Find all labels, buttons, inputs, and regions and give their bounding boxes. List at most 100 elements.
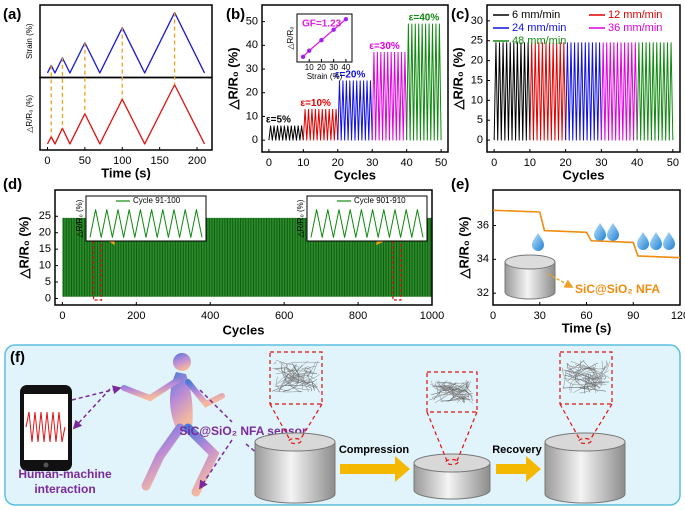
fiber [586, 382, 605, 389]
data-line [46, 84, 206, 145]
compression-arrow [340, 456, 410, 482]
y-axis-label: △R/R₀ (%) [296, 199, 305, 237]
y-tick-label: 36 [477, 219, 489, 231]
fiber [446, 386, 470, 396]
inset-point [300, 54, 306, 59]
fiber [272, 359, 289, 369]
panel-label: (d) [3, 176, 22, 193]
fiber [435, 381, 451, 392]
x-axis-label: Time (s) [101, 165, 151, 180]
fiber [582, 360, 597, 380]
legend-label: 36 mm/min [608, 22, 662, 34]
fiber [308, 360, 319, 384]
y-axis-label: △R/R₀ (%) [456, 216, 471, 279]
x-tick-label: 20 [332, 157, 344, 169]
strain-label: ε=20% [335, 70, 366, 81]
x-tick-label: 120 [671, 310, 685, 322]
x-tick-label: 30 [366, 157, 378, 169]
data-line [371, 51, 408, 141]
x-tick-label: 0 [266, 157, 272, 169]
fiber [447, 380, 469, 403]
x-tick-label: 90 [627, 310, 639, 322]
fiber [277, 373, 297, 392]
fiber [566, 372, 580, 384]
compression-label: Compression [339, 444, 410, 456]
fiber [587, 373, 591, 383]
y-axis-label: Strain (%) [25, 23, 34, 59]
plot-frame [261, 4, 449, 153]
fiber [582, 368, 596, 371]
fiber [283, 362, 300, 392]
fiber [584, 374, 596, 394]
fiber [280, 362, 292, 383]
y-axis-label: △R/R₀ (%) [225, 47, 240, 110]
fiber [442, 385, 462, 399]
y-tick-label: 25 [39, 210, 51, 222]
fiber [579, 360, 582, 372]
cylinder-left [254, 432, 336, 504]
fiber [273, 361, 277, 365]
cylinder-side [413, 462, 491, 500]
cylinder-top [504, 254, 556, 270]
zoom-box [392, 216, 402, 301]
fiber [569, 368, 584, 377]
data-line [337, 80, 373, 141]
fiber [570, 363, 596, 369]
y-tick-label: 0 [45, 292, 51, 304]
cylinder-top [544, 432, 626, 452]
fiber [567, 362, 599, 382]
cylinder-top [413, 453, 491, 473]
fiber [274, 368, 300, 378]
y-axis-label: △R/R₀ (%) [450, 47, 465, 110]
data-line [406, 23, 442, 141]
fiber [579, 373, 604, 394]
fiber [281, 370, 311, 384]
x-tick-label: 200 [127, 310, 145, 322]
y-tick-label: 0 [477, 134, 483, 146]
fiber [570, 377, 605, 393]
fiber [287, 367, 307, 379]
panel-label: (e) [451, 176, 469, 193]
phone-button [43, 462, 49, 468]
fiber [279, 363, 297, 392]
y-tick-label: 20 [39, 227, 51, 239]
y-tick-label: 40 [246, 39, 258, 51]
runner-arm [121, 377, 181, 402]
fiber [562, 369, 596, 382]
runner-arm [185, 379, 225, 408]
fiber [285, 361, 320, 371]
fiber [302, 379, 317, 387]
fiber [452, 388, 455, 399]
x-tick-label: 150 [150, 155, 168, 167]
y-axis-label: △R/R₀ (%) [25, 94, 34, 132]
fiber [434, 384, 452, 390]
x-tick-label: 50 [667, 157, 679, 169]
panel-label: (b) [226, 6, 245, 23]
zoom-box [269, 351, 323, 405]
fiber [272, 390, 303, 393]
x-tick-label: 0 [44, 155, 50, 167]
x-tick-label: 0 [491, 157, 497, 169]
x-tick-label: 40 [341, 63, 350, 72]
zoom-lines [269, 403, 323, 441]
fiber [274, 367, 299, 383]
cylinder-side [254, 441, 336, 504]
fiber [280, 364, 302, 393]
drop [532, 233, 544, 251]
panel-label: (f) [10, 349, 25, 366]
zoom-lines [559, 403, 613, 441]
plot-frame [54, 189, 433, 306]
y-axis-label: △R/R₀ (%) [75, 199, 84, 237]
x-axis-label: Time (s) [562, 320, 612, 335]
inset-line [89, 209, 203, 238]
fiber [567, 359, 585, 370]
x-tick-label: 200 [188, 155, 206, 167]
x-tick-label: 100 [113, 155, 131, 167]
cylinder-middle [413, 453, 491, 500]
drop [650, 232, 662, 250]
data-line [268, 125, 304, 141]
fiber [442, 382, 455, 390]
data-line [636, 42, 674, 141]
fibers [271, 359, 610, 404]
y-tick-label: 30 [246, 63, 258, 75]
